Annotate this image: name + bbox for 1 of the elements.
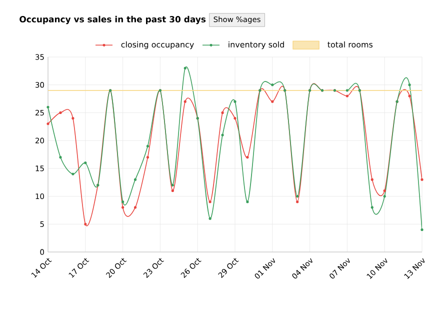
chart-title: Occupancy vs sales in the past 30 days [20,16,206,24]
